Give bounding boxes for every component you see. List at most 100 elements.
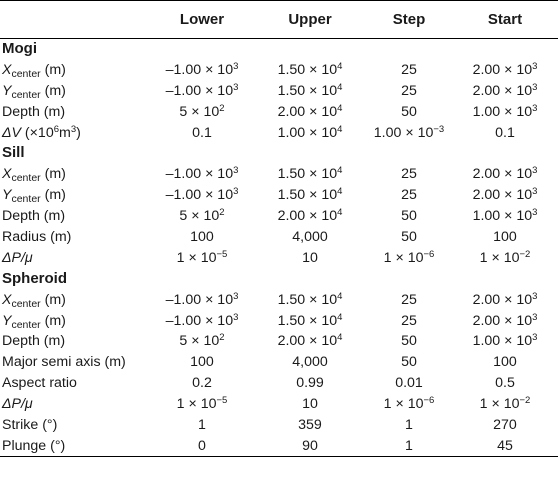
table-row: Major semi axis (m) 100 4,000 50 100: [0, 352, 558, 373]
label-unit-exponent: 3: [70, 123, 77, 135]
value-cell: 25: [366, 310, 452, 331]
value-text: 100: [493, 228, 517, 245]
value-cell: –1.00 × 103: [150, 289, 254, 310]
value-text: 10: [302, 396, 318, 413]
value-cell: 0.99: [254, 373, 366, 394]
value-text: 4,000: [292, 354, 328, 371]
value-exponent: 4: [337, 311, 343, 323]
label-text: Depth (m): [2, 333, 66, 350]
label-symbol: ΔP/μ: [2, 396, 33, 413]
parameter-table: Lower Upper Step Start Mogi Xcenter (m) –1…: [0, 0, 558, 457]
value-text: 1: [198, 416, 206, 433]
value-exponent: −6: [423, 248, 435, 260]
value-text: 1.00 × 10: [472, 103, 533, 120]
value-text: 0.5: [495, 375, 515, 392]
value-text: 1.50 × 10: [277, 187, 338, 204]
value-text: 5 × 10: [179, 208, 220, 225]
table-row: Strike (°) 1 359 1 270: [0, 415, 558, 436]
value-text: 1.00 × 10: [472, 208, 533, 225]
label-text: Radius (m): [2, 228, 72, 245]
value-exponent: 4: [337, 207, 343, 219]
value-cell: 25: [366, 164, 452, 185]
value-text: –1.00 × 10: [165, 291, 234, 308]
label-unit: m: [59, 124, 71, 141]
value-cell: –1.00 × 103: [150, 185, 254, 206]
value-exponent: −5: [216, 248, 228, 260]
value-text: 2.00 × 10: [472, 291, 533, 308]
value-cell: 1 × 10−6: [366, 394, 452, 415]
table-row: Ycenter (m) –1.00 × 103 1.50 × 104 25 2.00 ×…: [0, 310, 558, 331]
label-text: (×10: [20, 124, 54, 141]
value-cell: 25: [366, 59, 452, 80]
table-row: Xcenter (m) –1.00 × 103 1.50 × 104 25 2.00 ×…: [0, 289, 558, 310]
row-label: Major semi axis (m): [0, 352, 150, 373]
value-text: –1.00 × 10: [165, 82, 234, 99]
row-label: Radius (m): [0, 227, 150, 248]
value-cell: 0.1: [452, 122, 558, 143]
value-text: 25: [401, 291, 417, 308]
value-text: 1.50 × 10: [277, 312, 338, 329]
label-symbol: Y: [2, 187, 12, 204]
value-cell: 5 × 102: [150, 331, 254, 352]
label-subscript: center: [11, 172, 41, 185]
table-row: Plunge (°) 0 90 1 45: [0, 435, 558, 457]
table-row: Radius (m) 100 4,000 50 100: [0, 227, 558, 248]
label-subscript: center: [11, 193, 41, 206]
label-text: Depth (m): [2, 208, 66, 225]
label-subscript: center: [11, 318, 41, 331]
value-text: 50: [401, 208, 417, 225]
label-text: (m): [40, 166, 66, 183]
value-text: 1 × 10: [479, 396, 520, 413]
value-cell: –1.00 × 103: [150, 59, 254, 80]
value-text: 359: [298, 416, 322, 433]
value-exponent: 3: [532, 60, 538, 72]
value-cell: 45: [452, 435, 558, 457]
label-symbol: X: [2, 291, 12, 308]
value-exponent: 3: [233, 165, 239, 177]
row-label: Xcenter (m): [0, 289, 150, 310]
section-title: Sill: [2, 144, 25, 162]
label-symbol: Y: [2, 82, 12, 99]
value-cell: 5 × 102: [150, 206, 254, 227]
value-text: 1 × 10: [176, 396, 217, 413]
value-text: 2.00 × 10: [277, 208, 338, 225]
value-text: 100: [493, 354, 517, 371]
value-cell: 2.00 × 104: [254, 331, 366, 352]
value-text: 90: [302, 437, 318, 454]
value-text: 0.1: [192, 124, 212, 141]
row-label: Xcenter (m): [0, 59, 150, 80]
value-exponent: 2: [219, 207, 225, 219]
value-cell: –1.00 × 103: [150, 310, 254, 331]
value-text: 1 × 10: [383, 396, 424, 413]
value-cell: 2.00 × 103: [452, 80, 558, 101]
table-row: Xcenter (m) –1.00 × 103 1.50 × 104 25 2.00 ×…: [0, 164, 558, 185]
value-exponent: 3: [532, 102, 538, 114]
value-cell: 2.00 × 103: [452, 289, 558, 310]
value-cell: 0.2: [150, 373, 254, 394]
header-cell-upper: Upper: [254, 0, 366, 39]
value-cell: 0.1: [150, 122, 254, 143]
value-text: 25: [401, 61, 417, 78]
value-cell: –1.00 × 103: [150, 164, 254, 185]
value-exponent: 4: [337, 102, 343, 114]
row-label: Ycenter (m): [0, 185, 150, 206]
value-exponent: 4: [337, 165, 343, 177]
value-cell: 1.00 × 10−3: [366, 122, 452, 143]
value-text: 50: [401, 354, 417, 371]
value-text: 25: [401, 166, 417, 183]
value-cell: 25: [366, 289, 452, 310]
value-cell: 50: [366, 101, 452, 122]
value-exponent: 4: [337, 60, 343, 72]
label-symbol: X: [2, 166, 12, 183]
value-text: 4,000: [292, 228, 328, 245]
value-text: 1 × 10: [479, 249, 520, 266]
value-text: 25: [401, 187, 417, 204]
value-text: 1 × 10: [383, 249, 424, 266]
label-text: (m): [40, 312, 66, 329]
value-text: 45: [497, 437, 513, 454]
value-text: –1.00 × 10: [165, 312, 234, 329]
value-cell: 10: [254, 247, 366, 268]
row-label: ΔV (×106m3): [0, 122, 150, 143]
table-row: ΔP/μ 1 × 10−5 10 1 × 10−6 1 × 10−2: [0, 247, 558, 268]
value-cell: 1 × 10−5: [150, 247, 254, 268]
